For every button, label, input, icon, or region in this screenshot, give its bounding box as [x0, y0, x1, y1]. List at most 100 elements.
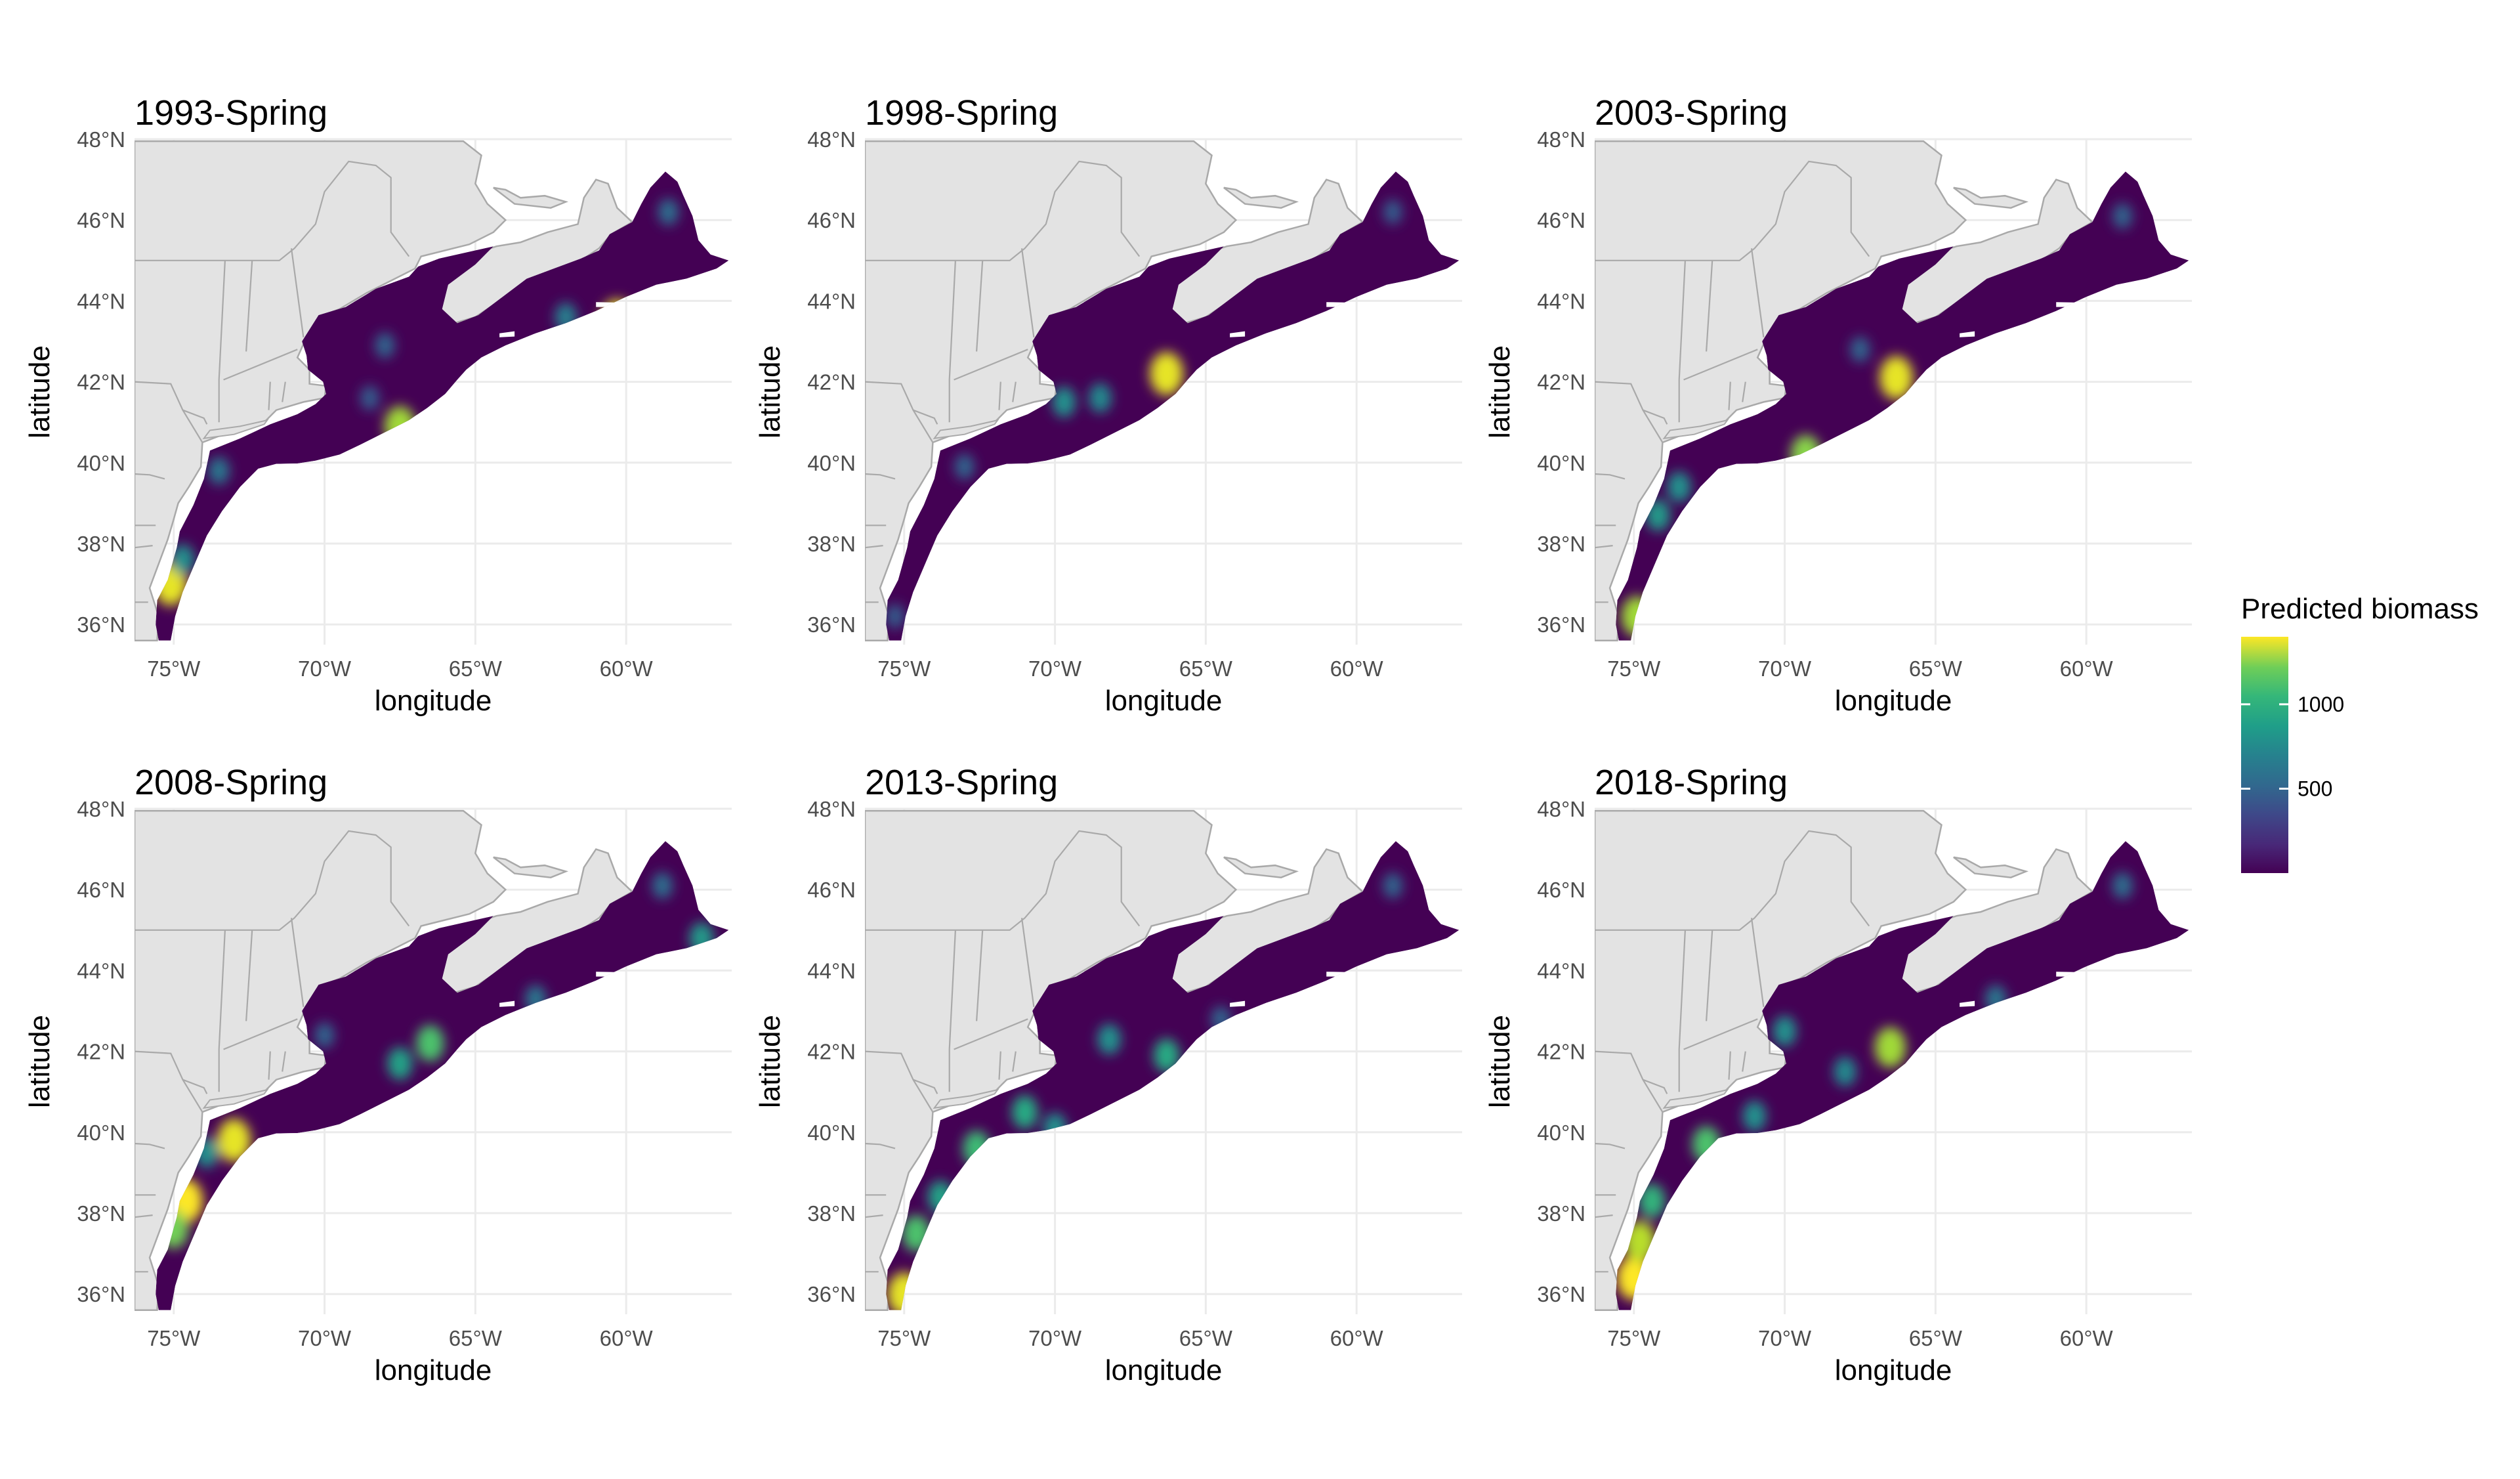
biomass-hotspot: 850 [1011, 1095, 1038, 1129]
state-border [1223, 895, 1230, 903]
y-tick-label: 44°N [1537, 289, 1586, 313]
x-tick-label: 70°W [298, 656, 352, 681]
biomass-hotspot: 1250 [1624, 1220, 1656, 1262]
survey-gap [499, 331, 515, 337]
pei-land [493, 186, 569, 209]
x-tick-label: 70°W [298, 1326, 352, 1350]
biomass-hotspot: 500 [2112, 872, 2133, 899]
y-tick-label: 46°N [77, 878, 125, 902]
x-tick-label: 70°W [1028, 656, 1082, 681]
biomass-hotspot: 1350 [1880, 356, 1914, 400]
biomass-hotspot: 1350 [217, 1119, 251, 1163]
state-border [135, 1214, 153, 1218]
state-border [1595, 381, 1664, 443]
state-border [245, 930, 253, 1021]
biomass-hotspot: 550 [1984, 985, 2007, 1013]
y-tick-label: 48°N [1537, 127, 1586, 152]
panel-title: 1998-Spring [865, 93, 1058, 133]
biomass-hotspot: 1000 [902, 1214, 931, 1252]
state-border [1953, 225, 1960, 233]
x-tick-label: 75°W [877, 656, 931, 681]
y-tick-label: 40°N [1537, 451, 1586, 475]
survey-gap [1960, 331, 1975, 337]
x-tick-label: 60°W [2060, 656, 2114, 681]
survey-gap [1326, 302, 1372, 307]
y-tick-label: 48°N [807, 127, 856, 152]
state-border [1595, 473, 1626, 480]
x-tick-label: 65°W [449, 1326, 503, 1350]
y-tick-label: 42°N [807, 1040, 856, 1064]
state-border [865, 160, 1141, 261]
y-tick-label: 36°N [1537, 1282, 1586, 1306]
state-border [1706, 930, 1713, 1021]
color-legend: Predicted biomass 500 1000 [2241, 593, 2479, 873]
biomass-hotspot: 700 [195, 1137, 219, 1168]
state-border [1953, 895, 1960, 903]
biomass-hotspot: 800 [387, 1047, 413, 1080]
survey-gap [499, 1000, 515, 1007]
pei-land [1223, 186, 1299, 209]
y-tick-label: 46°N [807, 208, 856, 232]
biomass-background [886, 171, 1460, 641]
state-border [1595, 160, 1870, 261]
biomass-background [156, 841, 729, 1310]
biomass-hotspot: 1150 [1790, 435, 1821, 475]
y-tick-label: 38°N [77, 1201, 125, 1226]
biomass-hotspot: 450 [2112, 203, 2133, 229]
state-border [135, 830, 410, 931]
biomass-hotspot: 650 [1089, 383, 1112, 413]
long-island-land [933, 419, 999, 440]
biomass-hotspot: 900 [1639, 1184, 1666, 1218]
state-border [218, 930, 226, 1092]
state-border [865, 545, 883, 549]
y-tick-label: 36°N [77, 612, 125, 637]
state-border [865, 473, 896, 480]
biomass-hotspot: 750 [689, 922, 714, 954]
x-tick-label: 75°W [1607, 1326, 1661, 1350]
map-panel: 135010008009508507008507004504502013-Spr… [754, 763, 1462, 1386]
state-border [1643, 409, 1668, 425]
map-area: 13501000800950850700850700450450 [865, 809, 1460, 1312]
map-panel: 1350700550120040013506004505001993-Sprin… [24, 93, 732, 717]
state-border [182, 409, 208, 425]
state-border [976, 930, 984, 1021]
state-border [1595, 1214, 1613, 1218]
x-tick-label: 60°W [600, 656, 654, 681]
survey-gap [1960, 1000, 1975, 1007]
state-border [290, 918, 304, 1007]
biomass-hotspot: 400 [886, 603, 905, 629]
state-border [135, 160, 410, 261]
state-border [1643, 1079, 1668, 1094]
y-tick-label: 36°N [77, 1282, 125, 1306]
biomass-hotspot: 450 [1850, 336, 1870, 363]
biomass-hotspot: 1350 [1150, 352, 1184, 396]
biomass-hotspot: 450 [954, 454, 975, 480]
state-border [1012, 1051, 1017, 1072]
pei-land [1953, 186, 2029, 209]
biomass-hotspot: 1000 [1692, 1126, 1721, 1163]
long-island-land [202, 1088, 269, 1109]
x-tick-label: 65°W [449, 656, 503, 681]
biomass-hotspot: 850 [1153, 1039, 1180, 1073]
state-border [865, 830, 1141, 931]
biomass-hotspot: 1200 [384, 406, 416, 447]
y-tick-label: 48°N [77, 797, 125, 821]
state-border [1012, 381, 1017, 402]
state-border [1678, 260, 1686, 423]
survey-gap [2056, 972, 2102, 977]
state-border [1728, 381, 1731, 410]
y-tick-label: 48°N [1537, 797, 1586, 821]
biomass-hotspot: 1000 [415, 1025, 444, 1062]
state-border [1750, 918, 1765, 1007]
biomass-hotspot: 550 [524, 985, 547, 1013]
state-border [218, 260, 226, 423]
state-border [954, 349, 1028, 381]
x-tick-label: 75°W [877, 1326, 931, 1350]
state-border [1595, 545, 1613, 549]
x-tick-label: 75°W [1607, 656, 1661, 681]
state-border [1728, 1051, 1731, 1080]
biomass-background [1616, 171, 2189, 641]
y-tick-label: 38°N [807, 1201, 856, 1226]
y-tick-label: 48°N [77, 127, 125, 152]
y-tick-label: 40°N [807, 451, 856, 475]
